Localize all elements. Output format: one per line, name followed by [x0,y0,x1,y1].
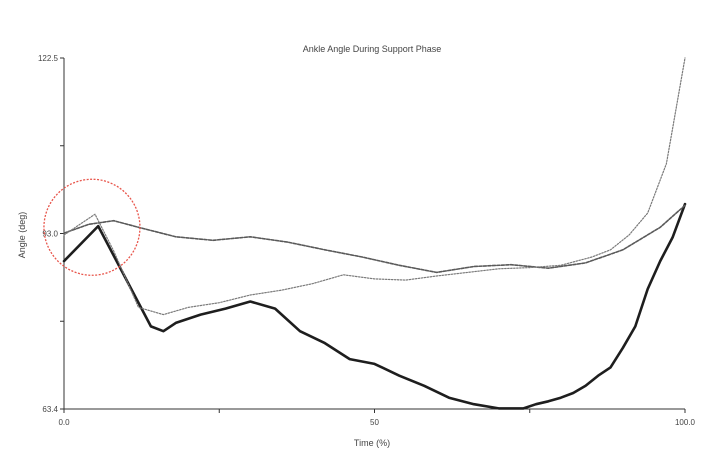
x-tick-label: 100.0 [675,418,696,427]
y-tick-label: 63.4 [42,405,58,414]
x-tick-label: 50 [370,418,379,427]
y-tick-label: 93.0 [42,230,58,239]
y-tick-label: 122.5 [38,54,59,63]
chart-title: Ankle Angle During Support Phase [303,44,442,54]
y-axis-label: Angle (deg) [17,212,27,259]
highlight-circle [43,178,141,276]
series-line-solid [62,202,687,410]
series-line-dashed [63,204,686,274]
series-line-dotted [63,57,686,316]
x-axis-label: Time (%) [354,438,390,448]
x-tick-label: 0.0 [58,418,70,427]
